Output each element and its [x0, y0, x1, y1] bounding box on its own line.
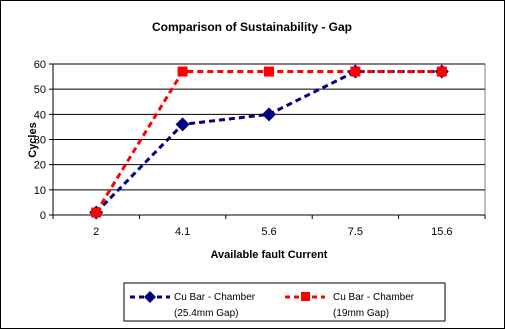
legend-label-series-2: Cu Bar - Chamber	[333, 292, 415, 303]
series-2-point	[436, 66, 447, 77]
legend-marker-series-2	[301, 292, 310, 301]
y-tick-label: 60	[34, 59, 46, 71]
legend-marker-series-1	[144, 291, 156, 303]
series-1-point	[262, 107, 276, 122]
series-2-point	[350, 66, 361, 77]
legend-label-series-1: Cu Bar - Chamber	[174, 292, 256, 303]
legend-box	[123, 282, 446, 322]
y-tick-label: 50	[34, 84, 46, 96]
series-2-point	[264, 66, 274, 77]
x-tick-label: 7.5	[348, 226, 363, 238]
x-tick-label: 4.1	[175, 226, 190, 238]
x-axis-ticks: 2 4.1 5.6 7.5 15.6	[52, 215, 486, 238]
y-tick-label: 30	[34, 135, 46, 147]
x-axis-label: Available fault Current	[211, 249, 328, 261]
series-1-point	[175, 117, 190, 132]
y-tick-label: 40	[34, 109, 46, 121]
y-tick-label: 0	[40, 210, 46, 222]
legend-entry-series-2: Cu Bar - Chamber (19mm Gap)	[285, 292, 415, 319]
legend-entry-series-1: Cu Bar - Chamber (25.4mm Gap)	[130, 291, 256, 319]
y-axis-label: Cycles	[27, 122, 39, 157]
y-tick-label: 20	[34, 160, 46, 172]
y-tick-label: 10	[34, 185, 46, 197]
x-tick-label: 2	[93, 226, 99, 238]
series-2-point	[91, 207, 102, 218]
x-tick-label: 5.6	[261, 226, 276, 238]
chart-title: Comparison of Sustainability - Gap	[152, 20, 352, 34]
series-2-point	[177, 66, 188, 77]
y-axis-ticks: 0 10 20 30 40 50 60	[34, 59, 53, 222]
legend-label-series-1-line2: (25.4mm Gap)	[174, 308, 238, 319]
legend-label-series-2-line2: (19mm Gap)	[333, 308, 389, 319]
x-tick-label: 15.6	[431, 226, 452, 238]
series-layer	[89, 64, 449, 220]
